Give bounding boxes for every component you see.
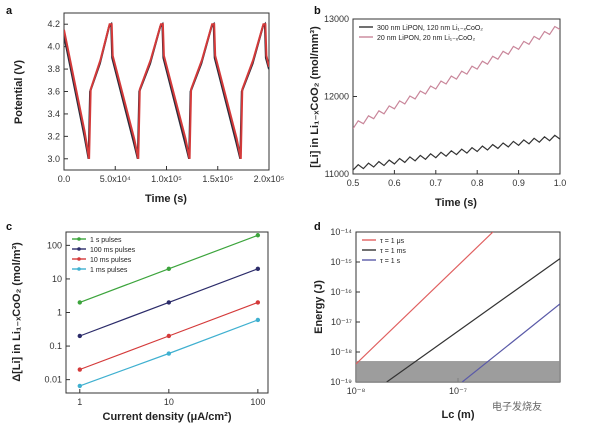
panel-a-xtick-label: 1.0x10⁵ (151, 174, 182, 184)
panel-b-ytick-label: 11000 (325, 169, 349, 179)
panel-c-series-0-point (166, 266, 172, 272)
panel-d-series-2-line (461, 303, 560, 382)
panel-c-ylabel: Δ[Li] in Li₁₋ₓCoO₂ (mol/m³) (11, 242, 23, 382)
panel-c-legend-label: 100 ms pulses (90, 247, 136, 254)
panel-a-letter: a (6, 5, 13, 17)
panel-d-ytick-label: 10⁻¹⁹ (330, 377, 352, 387)
panel-c-series-3-point (166, 351, 172, 356)
panel-a-xtick-label: 5.0x10⁴ (100, 174, 131, 184)
panel-c-xtick-label: 10 (164, 397, 174, 407)
panel-a-series-0-line (64, 21, 269, 160)
watermark: 电子发烧友 (492, 400, 542, 413)
panel-c-legend-marker (77, 267, 81, 271)
panel-d-series-0-line (356, 232, 494, 365)
panel-c-ytick-label: 0.1 (49, 341, 62, 351)
panel-d-xtick-label: 10⁻⁸ (347, 386, 366, 396)
panel-c-series-2-point (166, 333, 172, 339)
panel-d-ytick-label: 10⁻¹⁵ (331, 257, 353, 267)
panel-b-ytick-label: 13000 (324, 14, 349, 24)
panel-d-xtick-label: 10⁻⁷ (449, 386, 467, 396)
panel-d-ytick-label: 10⁻¹⁷ (331, 317, 352, 327)
panel-a-ytick-label: 3.4 (47, 109, 60, 119)
panel-b-ylabel: [Li] in Li₁₋ₓCoO₂ (mol/mm³) (309, 26, 321, 168)
panel-d-letter: d (314, 221, 321, 233)
panel-c-series-3-point (77, 383, 82, 389)
panel-c-legend-marker (77, 257, 81, 261)
panel-b-xtick-label: 0.7 (430, 178, 443, 188)
panel-d-legend-label: τ = 1 s (380, 258, 401, 265)
panel-a-xlabel: Time (s) (145, 193, 187, 205)
panel-a-xtick-label: 1.5x10⁵ (202, 174, 233, 184)
panel-d-ytick-label: 10⁻¹⁸ (330, 347, 352, 357)
panel-c-series-1-point (166, 300, 172, 305)
panel-a-ylabel: Potential (V) (13, 60, 25, 125)
panel-a-series-1-line (64, 23, 269, 159)
panel-c-series-1-point (77, 333, 82, 339)
panel-d-legend-label: τ = 1 μs (380, 238, 405, 245)
panel-b-xtick-label: 0.9 (512, 178, 525, 188)
panel-d-xlabel: Lᴄ (m) (442, 409, 475, 421)
panel-c-series-2-point (77, 367, 82, 372)
panel-b-xlabel: Time (s) (435, 197, 477, 209)
panel-c-xlabel: Current density (μA/cm²) (103, 411, 232, 423)
panel-b-letter: b (314, 5, 321, 17)
panel-b-series-1-line (353, 25, 560, 130)
panel-c-series-2-point (255, 300, 261, 305)
panel-c-letter: c (6, 221, 12, 233)
panel-c-series-0-point (255, 233, 261, 238)
panel-a: a Time (s) Potential (V) 0.0 5.0x10⁴ 1.0x1… (6, 5, 285, 205)
panel-a-xtick-label: 0.0 (58, 174, 71, 184)
panel-b-xtick-label: 0.5 (347, 178, 360, 188)
panel-d-series-1-line (386, 258, 560, 382)
panel-c-ytick-label: 100 (47, 240, 62, 250)
panel-b-xtick-label: 1.0 (554, 178, 567, 188)
panel-c-xtick-label: 1 (77, 397, 82, 407)
panel-a-ytick-label: 3.0 (47, 154, 60, 164)
panel-c-ytick-label: 1 (57, 308, 62, 318)
panel-c: c Current density (μA/cm²) Δ[Li] in Li₁₋… (6, 221, 269, 423)
panel-a-xtick-label: 2.0x10⁵ (254, 174, 285, 184)
panel-a-ytick-label: 3.6 (47, 87, 60, 97)
panel-b-xtick-label: 0.8 (471, 178, 484, 188)
panel-a-ytick-label: 3.2 (47, 131, 60, 141)
panel-d-legend-label: τ = 1 ms (380, 248, 406, 255)
panel-c-series-1-point (255, 266, 261, 272)
panel-a-ytick-label: 4.0 (47, 42, 60, 52)
panel-a-ytick-label: 4.2 (47, 19, 60, 29)
panel-c-legend-label: 10 ms pulses (90, 257, 132, 264)
panel-b-legend-label: 300 nm LiPON, 120 nm Li₁₋ₓCoO₂ (377, 25, 483, 32)
panel-b-frame (352, 18, 561, 175)
panel-d-ytick-label: 10⁻¹⁶ (331, 287, 353, 297)
panel-c-series-3-point (255, 317, 261, 323)
panel-c-legend-marker (77, 247, 81, 251)
panel-c-legend-label: 1 s pulses (90, 237, 122, 244)
panel-c-series-0-point (77, 300, 82, 305)
panel-b: b Time (s) [Li] in Li₁₋ₓCoO₂ (mol/mm³) 0… (309, 5, 566, 209)
panel-d-shaded-band (356, 361, 560, 382)
panel-b-ytick-label: 12000 (324, 92, 349, 102)
panel-c-ytick-label: 10 (52, 274, 62, 284)
panel-c-xtick-label: 100 (250, 397, 265, 407)
panel-a-ytick-label: 3.8 (47, 64, 60, 74)
panel-b-xtick-label: 0.6 (388, 178, 401, 188)
panel-b-legend-label: 20 nm LiPON, 20 nm Li₁₋ₓCoO₂ (377, 35, 476, 42)
panel-d-ylabel: Energy (J) (313, 280, 325, 334)
panel-d: d Lᴄ (m) Energy (J) 电子发烧友 10⁻⁸ 10⁻⁷ 10⁻¹⁹ 1… (313, 221, 561, 421)
panel-c-legend-marker (77, 237, 81, 241)
panel-c-ytick-label: 0.01 (44, 375, 62, 385)
panel-b-series-0-line (353, 134, 560, 171)
panel-c-legend-label: 1 ms pulses (90, 267, 128, 274)
panel-d-ytick-label: 10⁻¹⁴ (330, 227, 352, 237)
